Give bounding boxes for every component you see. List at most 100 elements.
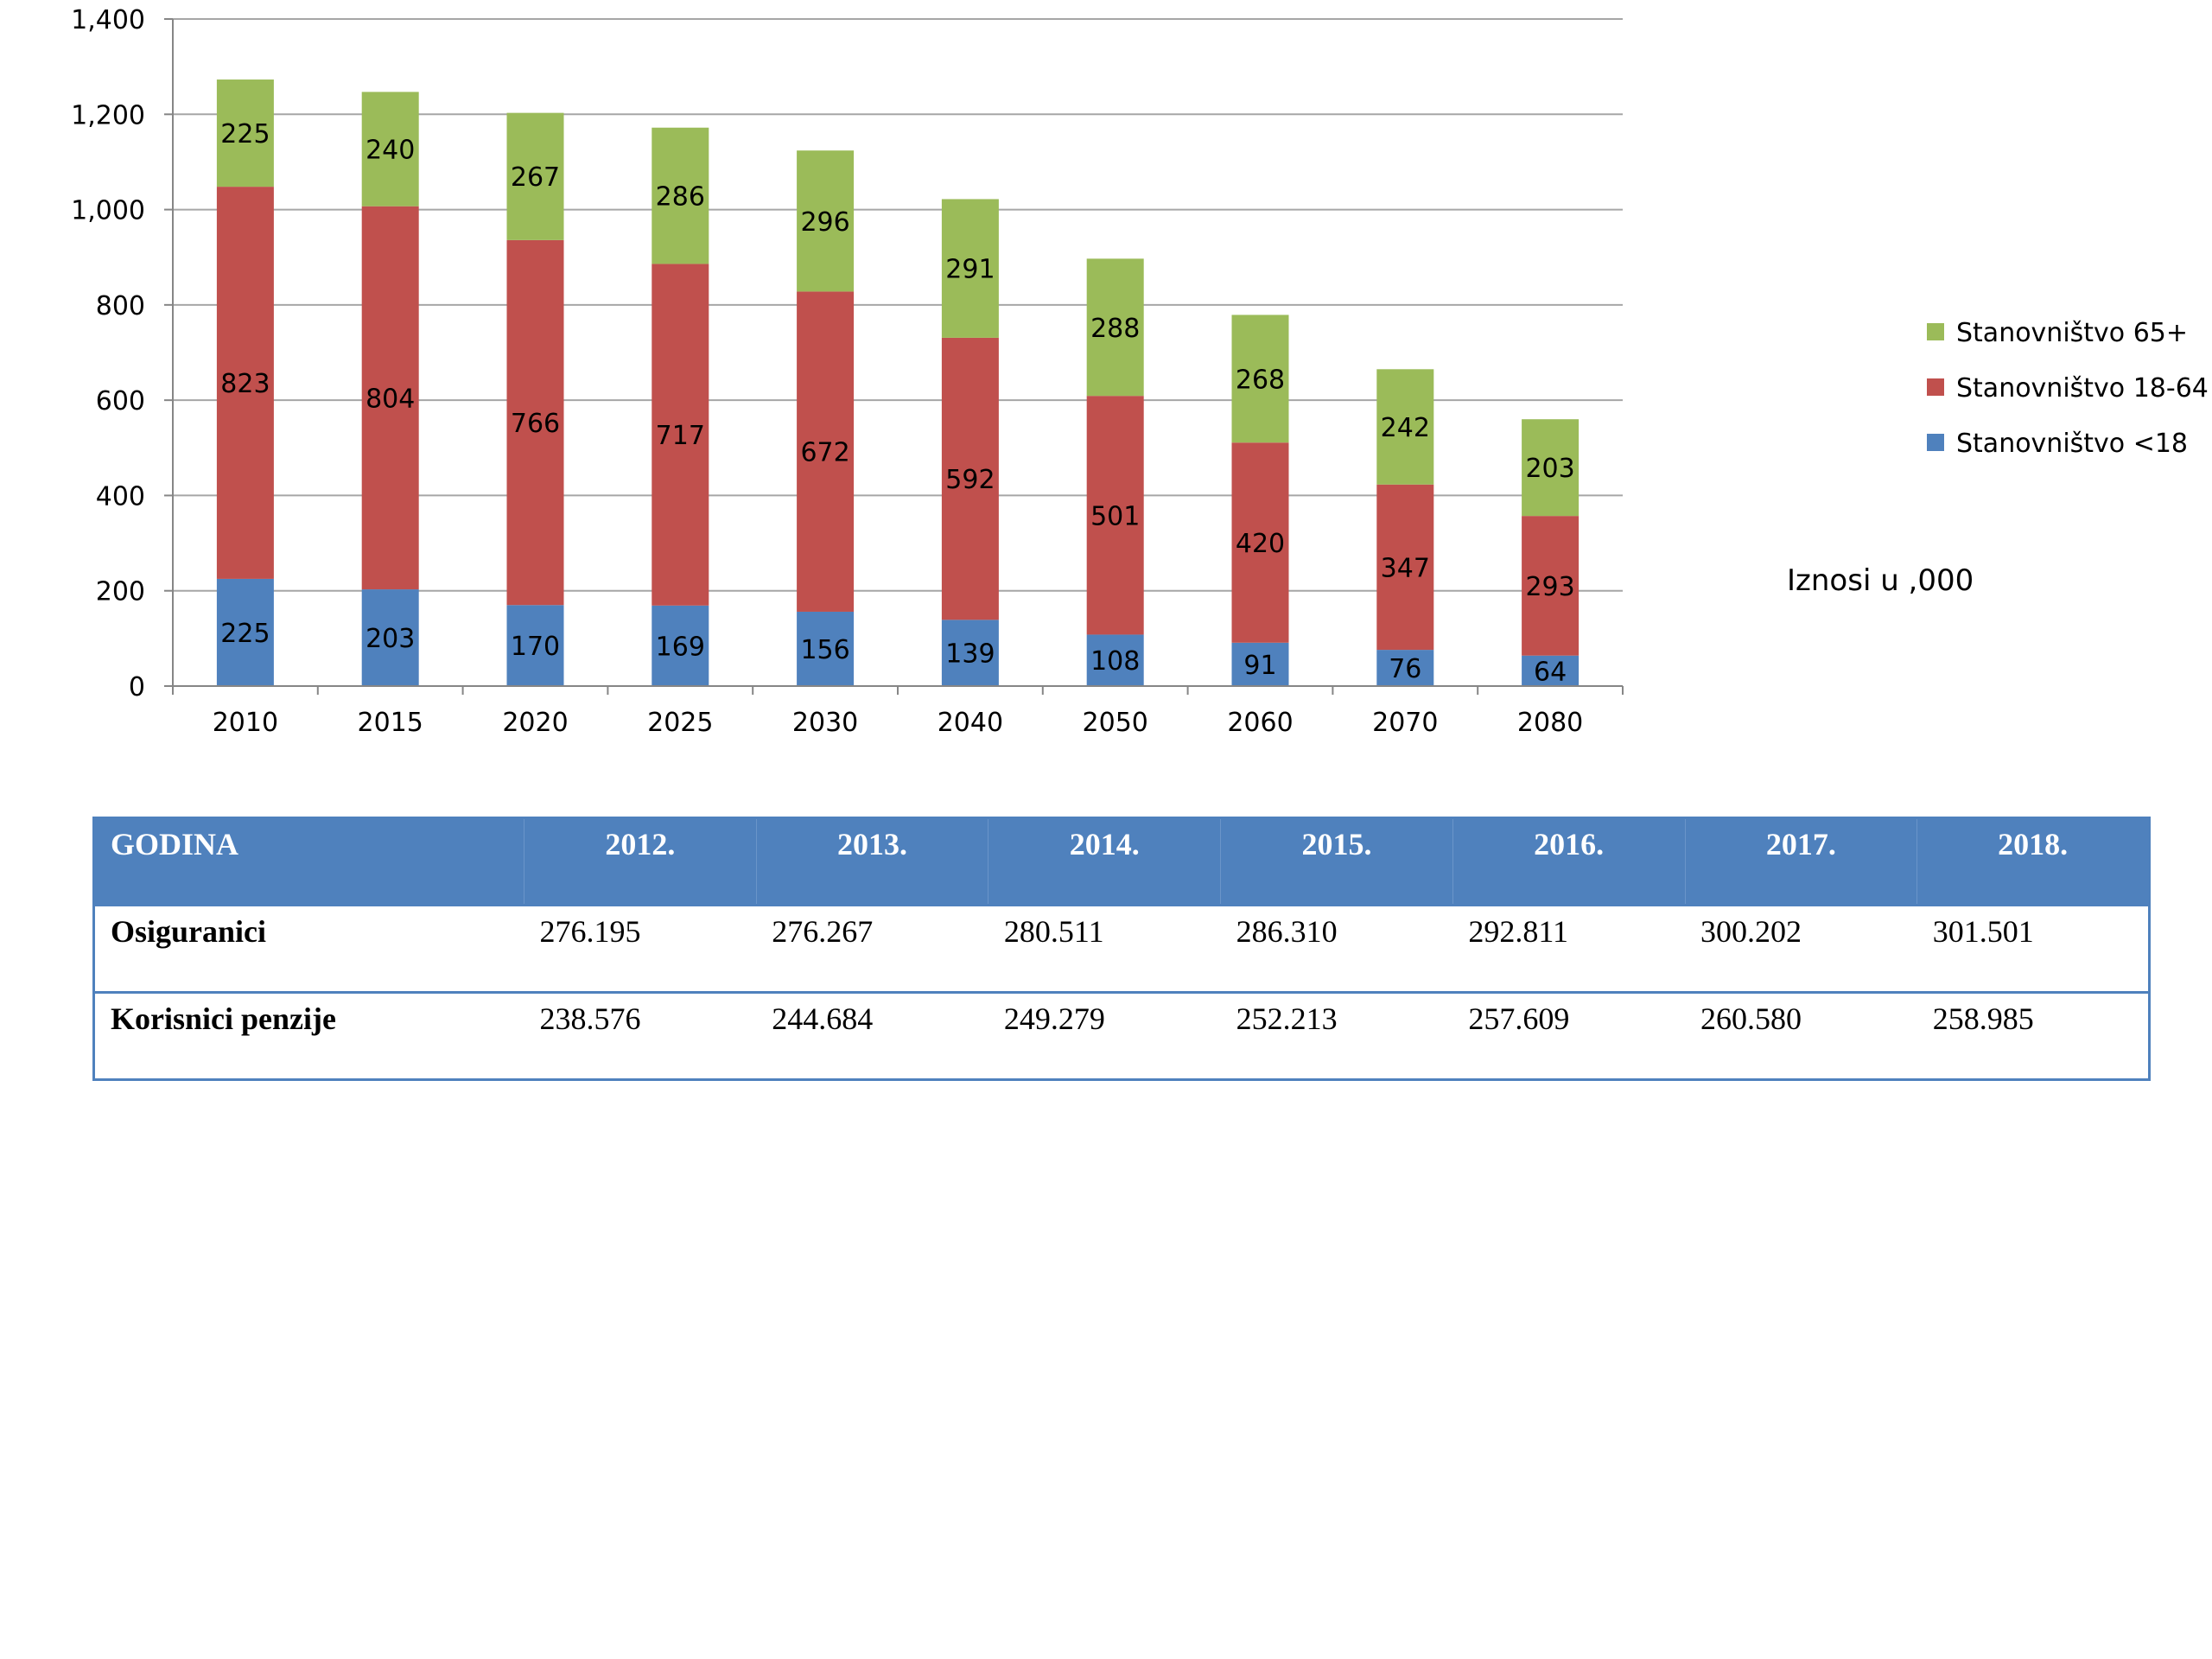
bar-segment: [1086, 396, 1144, 635]
table-row: Osiguranici 276.195 276.267 280.511 286.310 2…: [93, 904, 2150, 993]
bar-segment: [506, 605, 564, 686]
legend-label: Stanovništvo 65+: [1956, 318, 2188, 348]
bar-segment: [506, 239, 564, 606]
x-tick-label: 2025: [647, 708, 713, 738]
bar-segment: [797, 611, 855, 686]
bar-segment: [1522, 516, 1580, 656]
table-cell: 244.684: [756, 991, 988, 1080]
table-cell: 276.267: [756, 904, 988, 993]
table-cell: 280.511: [988, 904, 1221, 993]
bar-segment: [216, 578, 274, 686]
bar-segment: [941, 199, 999, 338]
table-cell: 252.213: [1220, 991, 1453, 1080]
table-cell: 257.609: [1452, 991, 1686, 1080]
data-label: 170: [511, 632, 560, 662]
x-tick-label: 2080: [1517, 708, 1583, 738]
data-label: 64: [1534, 657, 1567, 687]
x-tick-label: 2030: [792, 708, 858, 738]
data-label: 501: [1090, 501, 1140, 531]
table-cell: 300.202: [1685, 904, 1917, 993]
legend-swatch: [1927, 378, 1944, 396]
x-tick-label: 2060: [1227, 708, 1293, 738]
data-label: 347: [1381, 553, 1430, 583]
units-note: Iznosi u ,000: [1787, 563, 1974, 598]
bar-segment: [1376, 650, 1434, 686]
table-cell: 260.580: [1685, 991, 1917, 1080]
table-header-year: 2013.: [755, 817, 988, 906]
y-tick-label: 1,000: [71, 196, 145, 226]
bar-segment: [1522, 419, 1580, 517]
y-tick-label: 400: [96, 481, 145, 512]
data-label: 268: [1236, 365, 1285, 395]
bar-segment: [1086, 258, 1144, 397]
data-label: 225: [220, 119, 270, 149]
data-label: 804: [365, 384, 415, 414]
x-tick-label: 2050: [1083, 708, 1148, 738]
table-header-year: 2012.: [524, 817, 757, 906]
legend: Stanovništvo 65+ Stanovništvo 18-64 Stanov…: [1927, 318, 2209, 459]
bar-segment: [652, 127, 709, 264]
x-tick-label: 2015: [358, 708, 423, 738]
x-tick-label: 2040: [938, 708, 1003, 738]
axes: 0 200 400 600 800 1,000 1,200 1,400 2010 2015 2020…: [71, 5, 1624, 738]
table-cell: 238.576: [524, 991, 757, 1080]
table-cell: 301.501: [1916, 904, 2150, 993]
bar-segment: [1522, 655, 1580, 686]
bar-segment: [941, 620, 999, 686]
table-header-row: GODINA 2012. 2013. 2014. 2015. 2016. 2017. 2018…: [93, 817, 2150, 906]
legend-label: Stanovništvo <18: [1956, 429, 2188, 459]
x-tick-label: 2010: [213, 708, 278, 738]
table-row: Korisnici penzije 238.576 244.684 249.279 25…: [93, 991, 2150, 1080]
data-label: 291: [945, 255, 995, 285]
y-tick-label: 0: [129, 672, 145, 702]
insured-pensioners-table: GODINA 2012. 2013. 2014. 2015. 2016. 2017. 2018…: [92, 817, 2151, 1081]
data-label: 717: [656, 421, 705, 451]
table-header-year: 2014.: [988, 817, 1221, 906]
bar-segment: [1376, 484, 1434, 651]
legend-swatch: [1927, 323, 1944, 340]
x-tick-label: 2020: [502, 708, 568, 738]
data-label: 91: [1243, 651, 1276, 681]
legend-swatch: [1927, 434, 1944, 451]
data-label: 766: [511, 409, 560, 439]
table-cell: 292.811: [1452, 904, 1686, 993]
bar-segment: [652, 605, 709, 686]
data-label: 108: [1090, 646, 1140, 677]
data-label: 296: [800, 207, 849, 238]
data-label: 156: [800, 635, 849, 665]
data-label: 203: [365, 624, 415, 654]
bar-segment: [797, 291, 855, 612]
bar-segment: [361, 589, 419, 686]
data-label: 288: [1090, 314, 1140, 344]
table-header-year: 2018.: [1916, 817, 2150, 906]
bar-segment: [216, 187, 274, 579]
bar-segment: [1231, 442, 1289, 643]
data-label: 240: [365, 136, 415, 166]
population-stacked-bar-chart: 225 823 225 203 804 240 170 766 267 169 717 286 156 6…: [71, 5, 2209, 738]
table-cell: 286.310: [1220, 904, 1453, 993]
y-tick-label: 200: [96, 577, 145, 607]
bar-segment: [216, 79, 274, 188]
table-body: Osiguranici 276.195 276.267 280.511 286.310 2…: [93, 904, 2150, 1080]
table-header-label: GODINA: [93, 817, 524, 906]
bar-segment: [506, 112, 564, 240]
table-header-year: 2016.: [1452, 817, 1686, 906]
table-cell: 276.195: [524, 904, 757, 993]
data-label: 169: [656, 632, 705, 662]
x-tick-label: 2070: [1372, 708, 1438, 738]
y-tick-label: 600: [96, 386, 145, 416]
data-label: 225: [220, 619, 270, 649]
data-label: 420: [1236, 529, 1285, 559]
data-label: 242: [1381, 413, 1430, 443]
y-tick-label: 1,200: [71, 100, 145, 130]
table-header-year: 2015.: [1220, 817, 1453, 906]
bar-segment: [797, 150, 855, 292]
data-label: 286: [656, 182, 705, 213]
bar-segment: [941, 337, 999, 620]
bar-segment: [361, 206, 419, 590]
table-cell: 249.279: [988, 991, 1221, 1080]
data-label: 672: [800, 438, 849, 468]
data-label: 293: [1525, 572, 1574, 602]
table-header-year: 2017.: [1684, 817, 1917, 906]
table-cell: 258.985: [1916, 991, 2150, 1080]
